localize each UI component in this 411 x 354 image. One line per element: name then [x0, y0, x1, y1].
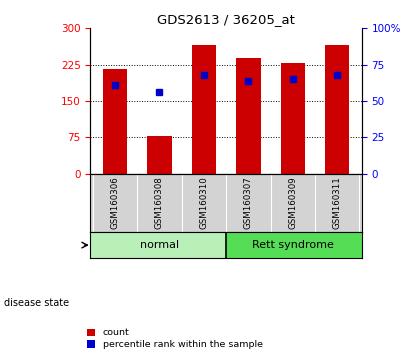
Text: GSM160310: GSM160310	[199, 176, 208, 229]
Text: GSM160309: GSM160309	[288, 176, 297, 229]
Bar	[325, 45, 349, 174]
Legend: count, percentile rank within the sample: count, percentile rank within the sample	[87, 329, 263, 349]
Bar	[90, 232, 226, 258]
Text: GSM160308: GSM160308	[155, 176, 164, 229]
Title: GDS2613 / 36205_at: GDS2613 / 36205_at	[157, 13, 295, 26]
Bar	[226, 232, 384, 258]
Text: disease state: disease state	[4, 298, 69, 308]
Bar	[281, 63, 305, 174]
Text: normal: normal	[140, 240, 179, 250]
Bar	[147, 136, 171, 174]
Text: GSM160311: GSM160311	[333, 176, 342, 229]
Bar	[103, 69, 127, 174]
Bar	[192, 45, 216, 174]
Text: Rett syndrome: Rett syndrome	[252, 240, 334, 250]
Text: GSM160306: GSM160306	[111, 176, 119, 229]
Text: GSM160307: GSM160307	[244, 176, 253, 229]
Bar	[236, 58, 261, 174]
